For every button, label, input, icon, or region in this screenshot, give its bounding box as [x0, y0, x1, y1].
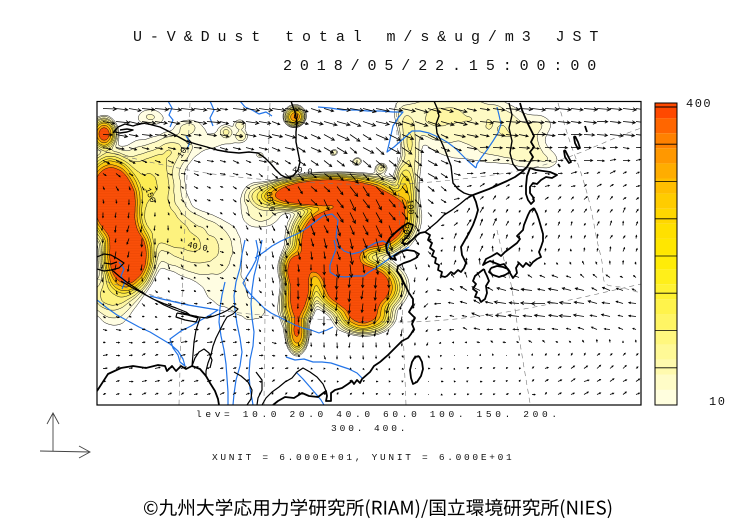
colorbar-segment-4	[655, 329, 677, 345]
contour-line-100	[97, 108, 415, 351]
contour-levels-caption-2: 300. 400.	[331, 423, 409, 434]
colorbar-segment-17	[655, 133, 677, 149]
colorbar-segment-9	[655, 254, 677, 270]
contour-label: 200	[400, 224, 411, 240]
contour-levels-caption: lev= 10.0 20.0 40.0 60.0 100. 150. 200.	[196, 409, 561, 420]
coastlines	[97, 102, 588, 405]
contour-label: 60.0	[263, 191, 276, 213]
country-borders	[112, 101, 528, 233]
dust-fill-band-10	[97, 101, 557, 357]
colorbar-segment-7	[655, 284, 677, 300]
colorbar-segment-19	[655, 103, 677, 119]
contour-label: 40.0	[291, 165, 313, 178]
colorbar	[654, 102, 678, 406]
dust-fill-band-60	[97, 107, 417, 353]
vector-units-caption: XUNIT = 6.000E+01, YUNIT = 6.000E+01	[212, 452, 515, 463]
colorbar-segment-8	[655, 269, 677, 285]
colorbar-segment-5	[655, 314, 677, 330]
contour-label: 40.0	[186, 240, 208, 254]
map-area: 150 10.0 40.0 60.0 40.0 100 200 0	[97, 101, 641, 405]
colorbar-segment-10	[655, 238, 677, 254]
colorbar-segment-0	[655, 389, 677, 405]
wind-vectors	[101, 106, 641, 396]
y-unit-arrow-icon	[46, 412, 60, 451]
copyright-glyphs	[144, 498, 612, 519]
colorbar-outline	[654, 102, 678, 406]
colorbar-segment-12	[655, 208, 677, 224]
plot-datetime: 2018/05/22.15:00:00	[283, 58, 605, 75]
colorbar-segment-14	[655, 178, 677, 194]
contour-line-150	[97, 109, 413, 349]
colorbar-segment-1	[655, 374, 677, 390]
dust-fill-band-300	[97, 112, 408, 344]
minor-borders	[97, 253, 327, 405]
colorbar-segment-18	[655, 118, 677, 134]
colorbar-segment-11	[655, 223, 677, 239]
contour-label: 0	[293, 112, 298, 122]
dust-fill-contours	[97, 101, 557, 357]
contour-line-300	[97, 112, 408, 344]
colorbar-max-label: 400	[686, 97, 713, 111]
vector-key-axes	[39, 412, 91, 459]
contour-label: 100	[404, 199, 415, 215]
colorbar-segment-6	[655, 299, 677, 315]
contour-line-200	[97, 110, 411, 347]
plot-title: U-V&Dust total m/s&ug/m3 JST	[133, 29, 607, 46]
colorbar-segment-3	[655, 344, 677, 360]
colorbar-segment-15	[655, 163, 677, 179]
map-frame	[96, 100, 642, 406]
colorbar-min-label: 10	[709, 395, 727, 409]
dust-fill-band-200	[97, 110, 411, 347]
colorbar-segment-2	[655, 359, 677, 375]
x-unit-arrow-icon	[39, 445, 91, 459]
colorbar-segment-13	[655, 193, 677, 209]
colorbar-segment-16	[655, 148, 677, 164]
copyright-line: ©九州大学応用力学研究所(RIAM)/国立環境研究所(NIES)	[143, 500, 613, 526]
